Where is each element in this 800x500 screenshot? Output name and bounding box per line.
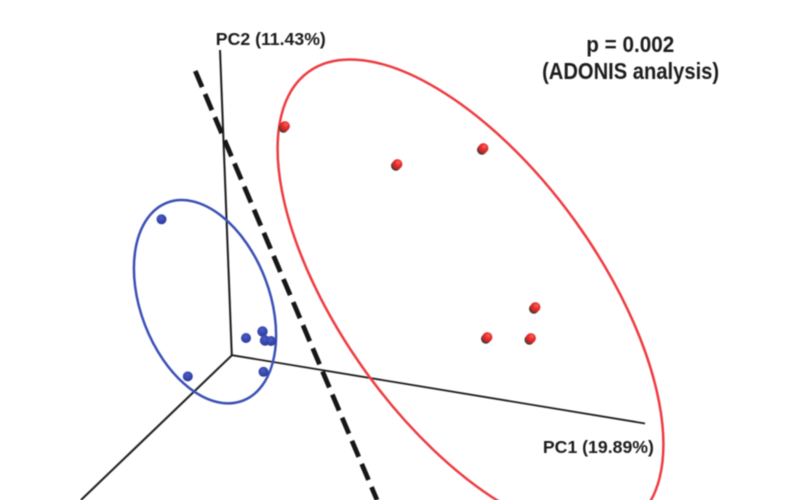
svg-text:(ADONIS analysis): (ADONIS analysis) (542, 58, 719, 84)
svg-text:PC1 (19.89%): PC1 (19.89%) (543, 437, 654, 457)
svg-text:p = 0.002: p = 0.002 (586, 32, 674, 57)
svg-text:PC2 (11.43%): PC2 (11.43%) (216, 29, 326, 49)
